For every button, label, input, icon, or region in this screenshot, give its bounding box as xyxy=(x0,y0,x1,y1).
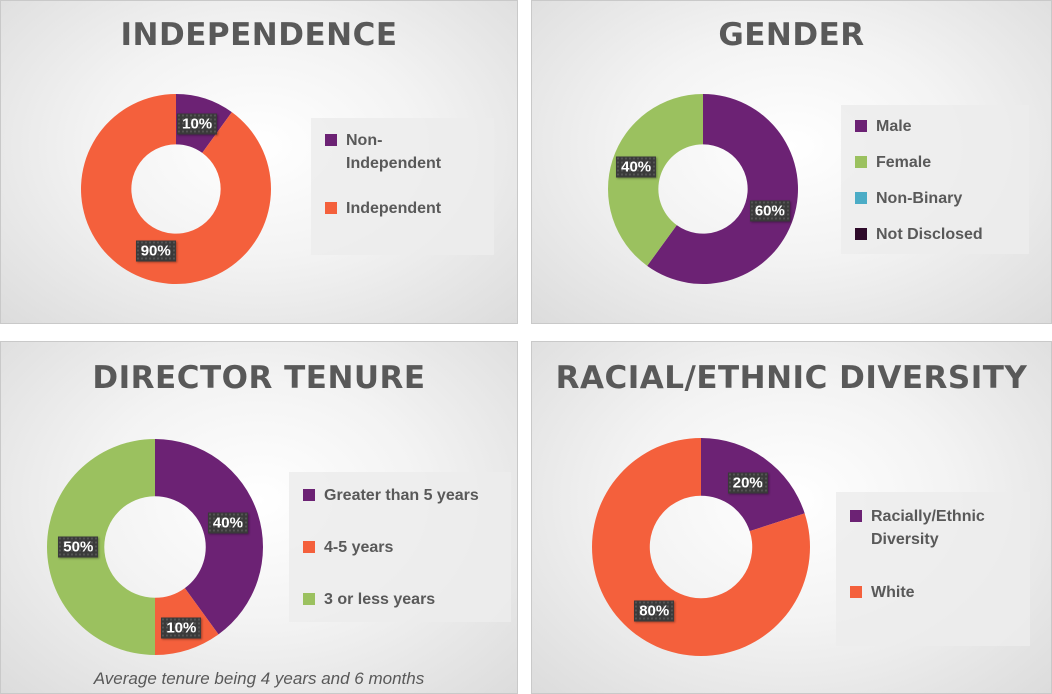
legend-swatch xyxy=(855,120,867,132)
donut-slice-greater-than-5-years xyxy=(155,439,263,635)
legend-label: Non-Binary xyxy=(876,190,963,207)
donut-chart-gender xyxy=(608,94,798,284)
legend-swatch xyxy=(303,489,315,501)
legend-label: 3 or less years xyxy=(324,591,436,608)
legend-item-4-5-years: 4-5 years xyxy=(303,536,497,559)
donut-chart-racial-ethnic-diversity xyxy=(592,438,810,656)
legend-item-not-disclosed: Not Disclosed xyxy=(855,223,1015,246)
chart-panel-racial-ethnic-diversity: RACIAL/ETHNIC DIVERSITY Racially/Ethnic D… xyxy=(531,341,1052,694)
legend-item-female: Female xyxy=(855,151,1015,174)
data-label-3-or-less-years: 50% xyxy=(58,536,99,558)
chart-title: INDEPENDENCE xyxy=(120,17,398,53)
legend-swatch xyxy=(855,192,867,204)
donut-slice-male xyxy=(647,94,798,284)
legend-item-non-binary: Non-Binary xyxy=(855,187,1015,210)
data-label-male: 60% xyxy=(749,200,790,222)
legend-swatch xyxy=(850,586,862,598)
donut-slice-independent xyxy=(81,94,272,284)
chart-panel-director-tenure: DIRECTOR TENURE Greater than 5 years 4-5 … xyxy=(0,341,518,694)
legend-item-white: White xyxy=(850,581,1016,604)
data-label-white: 80% xyxy=(634,600,675,622)
legend-label: Non- Independent xyxy=(346,132,442,172)
legend-item-greater-than-5-years: Greater than 5 years xyxy=(303,484,497,507)
data-label-greater-than-5-years: 40% xyxy=(207,512,248,534)
legend-item-racially-ethnic-diversity: Racially/Ethnic Diversity xyxy=(850,505,1016,551)
data-label-non-independent: 10% xyxy=(177,113,218,135)
data-label-female: 40% xyxy=(616,156,657,178)
legend-label: Male xyxy=(876,118,912,135)
legend: Greater than 5 years 4-5 years 3 or less y… xyxy=(289,472,511,622)
legend-label: Racially/Ethnic Diversity xyxy=(871,508,985,548)
legend-item-3-or-less-years: 3 or less years xyxy=(303,588,497,611)
legend-label: White xyxy=(871,584,915,601)
chart-title: RACIAL/ETHNIC DIVERSITY xyxy=(555,360,1028,396)
legend: Male Female Non-Binary Not Disclosed xyxy=(841,105,1029,254)
legend-swatch xyxy=(855,156,867,168)
legend: Racially/Ethnic Diversity White xyxy=(836,492,1030,646)
legend-label: Greater than 5 years xyxy=(324,487,479,504)
chart-panel-gender: GENDER Male Female Non-Binary Not Disclosed… xyxy=(531,0,1052,324)
legend-item-non-independent: Non- Independent xyxy=(325,129,480,175)
legend-swatch xyxy=(325,134,337,146)
legend-swatch xyxy=(303,593,315,605)
legend-label: Independent xyxy=(346,200,442,217)
legend-swatch xyxy=(325,202,337,214)
chart-title: GENDER xyxy=(718,17,865,53)
donut-slice-3-or-less-years xyxy=(47,439,155,655)
legend-label: Female xyxy=(876,154,932,171)
data-label-racially-ethnic-diversity: 20% xyxy=(727,472,768,494)
legend-label: 4-5 years xyxy=(324,539,394,556)
legend-item-independent: Independent xyxy=(325,197,480,220)
chart-panel-independence: INDEPENDENCE Non- Independent Independent … xyxy=(0,0,518,324)
legend-item-male: Male xyxy=(855,115,1015,138)
legend-swatch xyxy=(850,510,862,522)
data-label-4-5-years: 10% xyxy=(161,617,202,639)
legend-label: Not Disclosed xyxy=(876,226,983,243)
legend: Non- Independent Independent xyxy=(311,118,494,255)
donut-chart-independence xyxy=(81,94,272,284)
donut-slice-female xyxy=(608,94,703,266)
data-label-independent: 90% xyxy=(135,240,176,262)
footnote: Average tenure being 4 years and 6 month… xyxy=(93,669,425,688)
chart-title: DIRECTOR TENURE xyxy=(92,360,426,396)
legend-swatch xyxy=(855,228,867,240)
legend-swatch xyxy=(303,541,315,553)
